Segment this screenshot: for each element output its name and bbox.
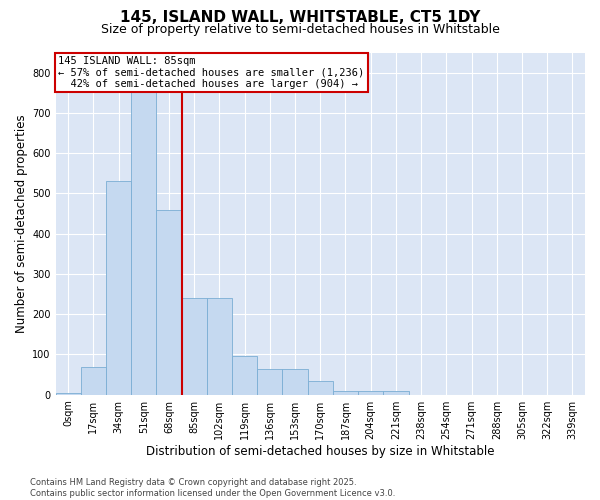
Bar [308, 380, 333, 394]
Bar [232, 356, 257, 395]
Text: 145 ISLAND WALL: 85sqm
← 57% of semi-detached houses are smaller (1,236)
  42% o: 145 ISLAND WALL: 85sqm ← 57% of semi-det… [58, 56, 364, 89]
Bar [358, 390, 383, 394]
Bar [131, 90, 157, 395]
Bar [81, 366, 106, 394]
Text: 145, ISLAND WALL, WHITSTABLE, CT5 1DY: 145, ISLAND WALL, WHITSTABLE, CT5 1DY [120, 10, 480, 25]
Bar [383, 392, 409, 394]
Y-axis label: Number of semi-detached properties: Number of semi-detached properties [15, 114, 28, 333]
Bar [106, 182, 131, 394]
Bar [157, 210, 182, 394]
Bar [333, 390, 358, 394]
Bar [257, 368, 283, 394]
Text: Contains HM Land Registry data © Crown copyright and database right 2025.
Contai: Contains HM Land Registry data © Crown c… [30, 478, 395, 498]
X-axis label: Distribution of semi-detached houses by size in Whitstable: Distribution of semi-detached houses by … [146, 444, 494, 458]
Bar [56, 392, 81, 394]
Bar [207, 298, 232, 394]
Bar [182, 298, 207, 394]
Text: Size of property relative to semi-detached houses in Whitstable: Size of property relative to semi-detach… [101, 22, 499, 36]
Bar [283, 368, 308, 394]
